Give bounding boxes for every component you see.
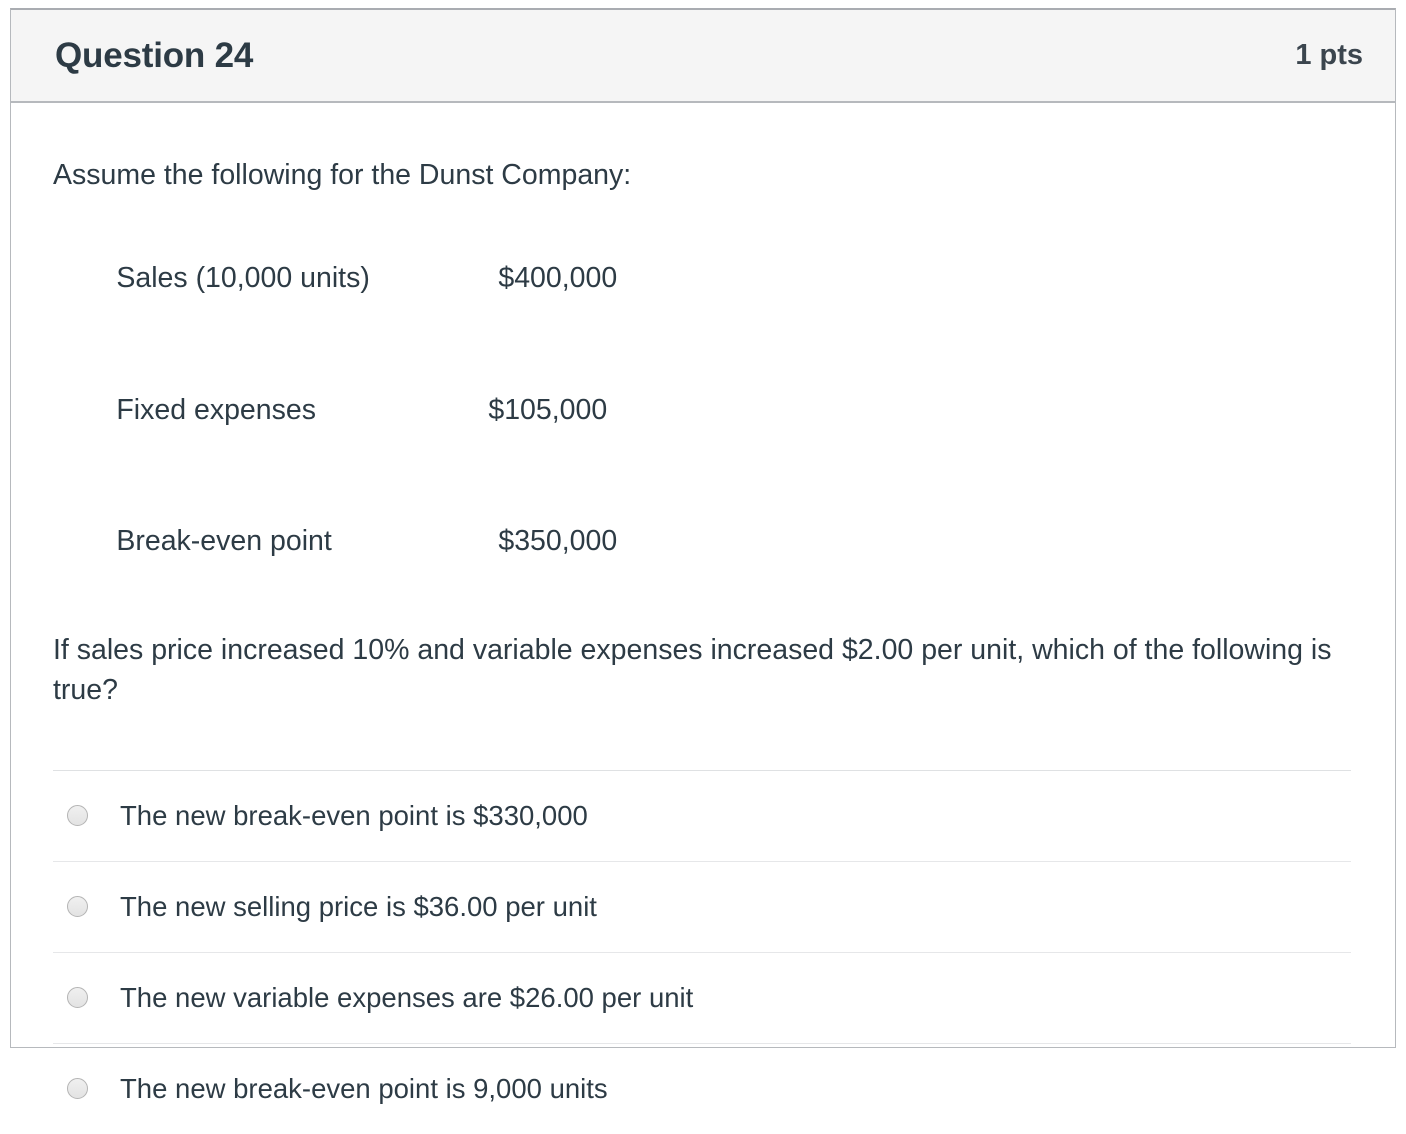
question-body: Assume the following for the Dunst Compa… (11, 103, 1395, 1134)
figure-amount-fixed-expenses: $105,000 (488, 393, 608, 426)
question-text: Assume the following for the Dunst Compa… (41, 103, 1365, 711)
figure-row-break-even: Break-even point $350,000 (53, 499, 1365, 585)
figure-amount-break-even: $350,000 (498, 525, 618, 557)
answer-option-3[interactable]: The new variable expenses are $26.00 per… (53, 951, 1351, 1043)
answer-option-2[interactable]: The new selling price is $36.00 per unit (53, 860, 1351, 952)
answer-options-list: The new break-even point is $330,000 The… (41, 769, 1365, 1134)
figure-label-sales: Sales (10,000 units) (116, 262, 370, 294)
question-intro-line: Assume the following for the Dunst Compa… (53, 159, 632, 191)
answer-option-label: The new variable expenses are $26.00 per… (120, 982, 694, 1014)
question-card: Question 24 1 pts Assume the following f… (10, 8, 1396, 1102)
answer-option-label: The new break-even point is $330,000 (120, 800, 588, 832)
figure-row-fixed-expenses: Fixed expenses $105,000 (53, 367, 1365, 453)
answer-option-4[interactable]: The new break-even point is 9,000 units (53, 1042, 1351, 1134)
figure-row-sales: Sales (10,000 units) $400,000 (53, 236, 1365, 322)
figure-label-fixed-expenses: Fixed expenses (116, 393, 316, 426)
figure-amount-sales: $400,000 (498, 262, 618, 294)
figure-label-break-even: Break-even point (116, 525, 332, 557)
radio-button-icon[interactable] (67, 1078, 88, 1100)
question-header: Question 24 1 pts (11, 10, 1395, 103)
question-prompt: If sales price increased 10% and variabl… (53, 634, 1332, 707)
page-title: Question 24 (55, 36, 254, 75)
radio-button-icon[interactable] (67, 805, 88, 827)
answer-option-label: The new break-even point is 9,000 units (120, 1073, 608, 1105)
radio-button-icon[interactable] (67, 896, 88, 918)
answer-option-1[interactable]: The new break-even point is $330,000 (53, 769, 1351, 861)
points-badge: 1 pts (1295, 39, 1363, 71)
answer-option-label: The new selling price is $36.00 per unit (120, 891, 597, 923)
radio-button-icon[interactable] (67, 987, 88, 1009)
